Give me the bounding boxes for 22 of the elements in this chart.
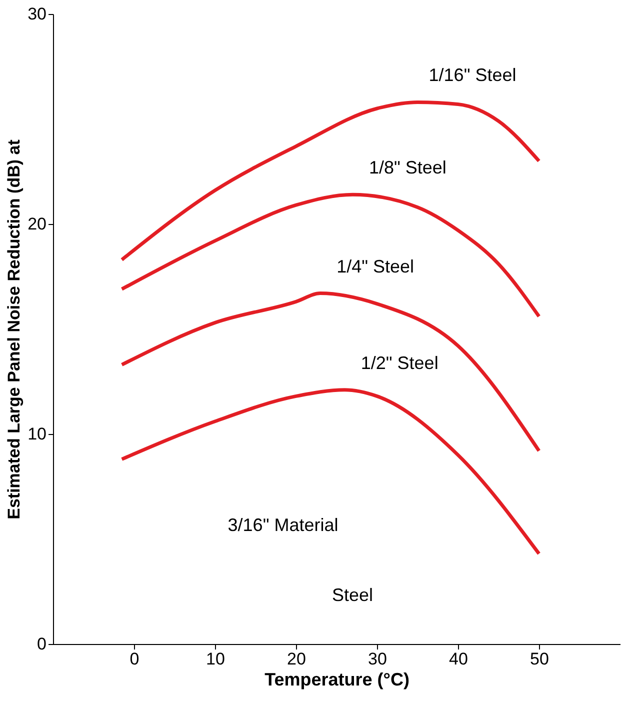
x-tick-label: 20 — [287, 650, 306, 668]
series-label: 1/8" Steel — [368, 158, 446, 178]
line-series — [120, 192, 541, 318]
line-series — [120, 292, 541, 453]
y-tick-label: 20 — [28, 214, 46, 234]
line-series — [120, 388, 541, 556]
x-tick-label: 30 — [368, 650, 387, 668]
series-label: 1/2" Steel — [360, 352, 438, 373]
series-label: 1/4" Steel — [336, 256, 414, 276]
x-tick-label: 50 — [530, 650, 549, 668]
y-tick-label: 10 — [28, 424, 46, 444]
line-series — [120, 100, 541, 262]
y-tick-label: 0 — [37, 634, 46, 654]
x-tick-label: 0 — [130, 650, 140, 668]
x-tick-label: 40 — [449, 650, 468, 668]
x-tick-label: 10 — [206, 650, 225, 668]
x-axis-title: Temperature (°C) — [264, 670, 410, 690]
annotation: Steel — [332, 585, 373, 605]
series-label: 1/16" Steel — [428, 65, 516, 86]
y-axis-title: Estimated Large Panel Noise Reduction (dB) at — [4, 139, 24, 520]
annotation: 3/16" Material — [228, 515, 338, 535]
y-tick-label: 30 — [28, 4, 46, 24]
